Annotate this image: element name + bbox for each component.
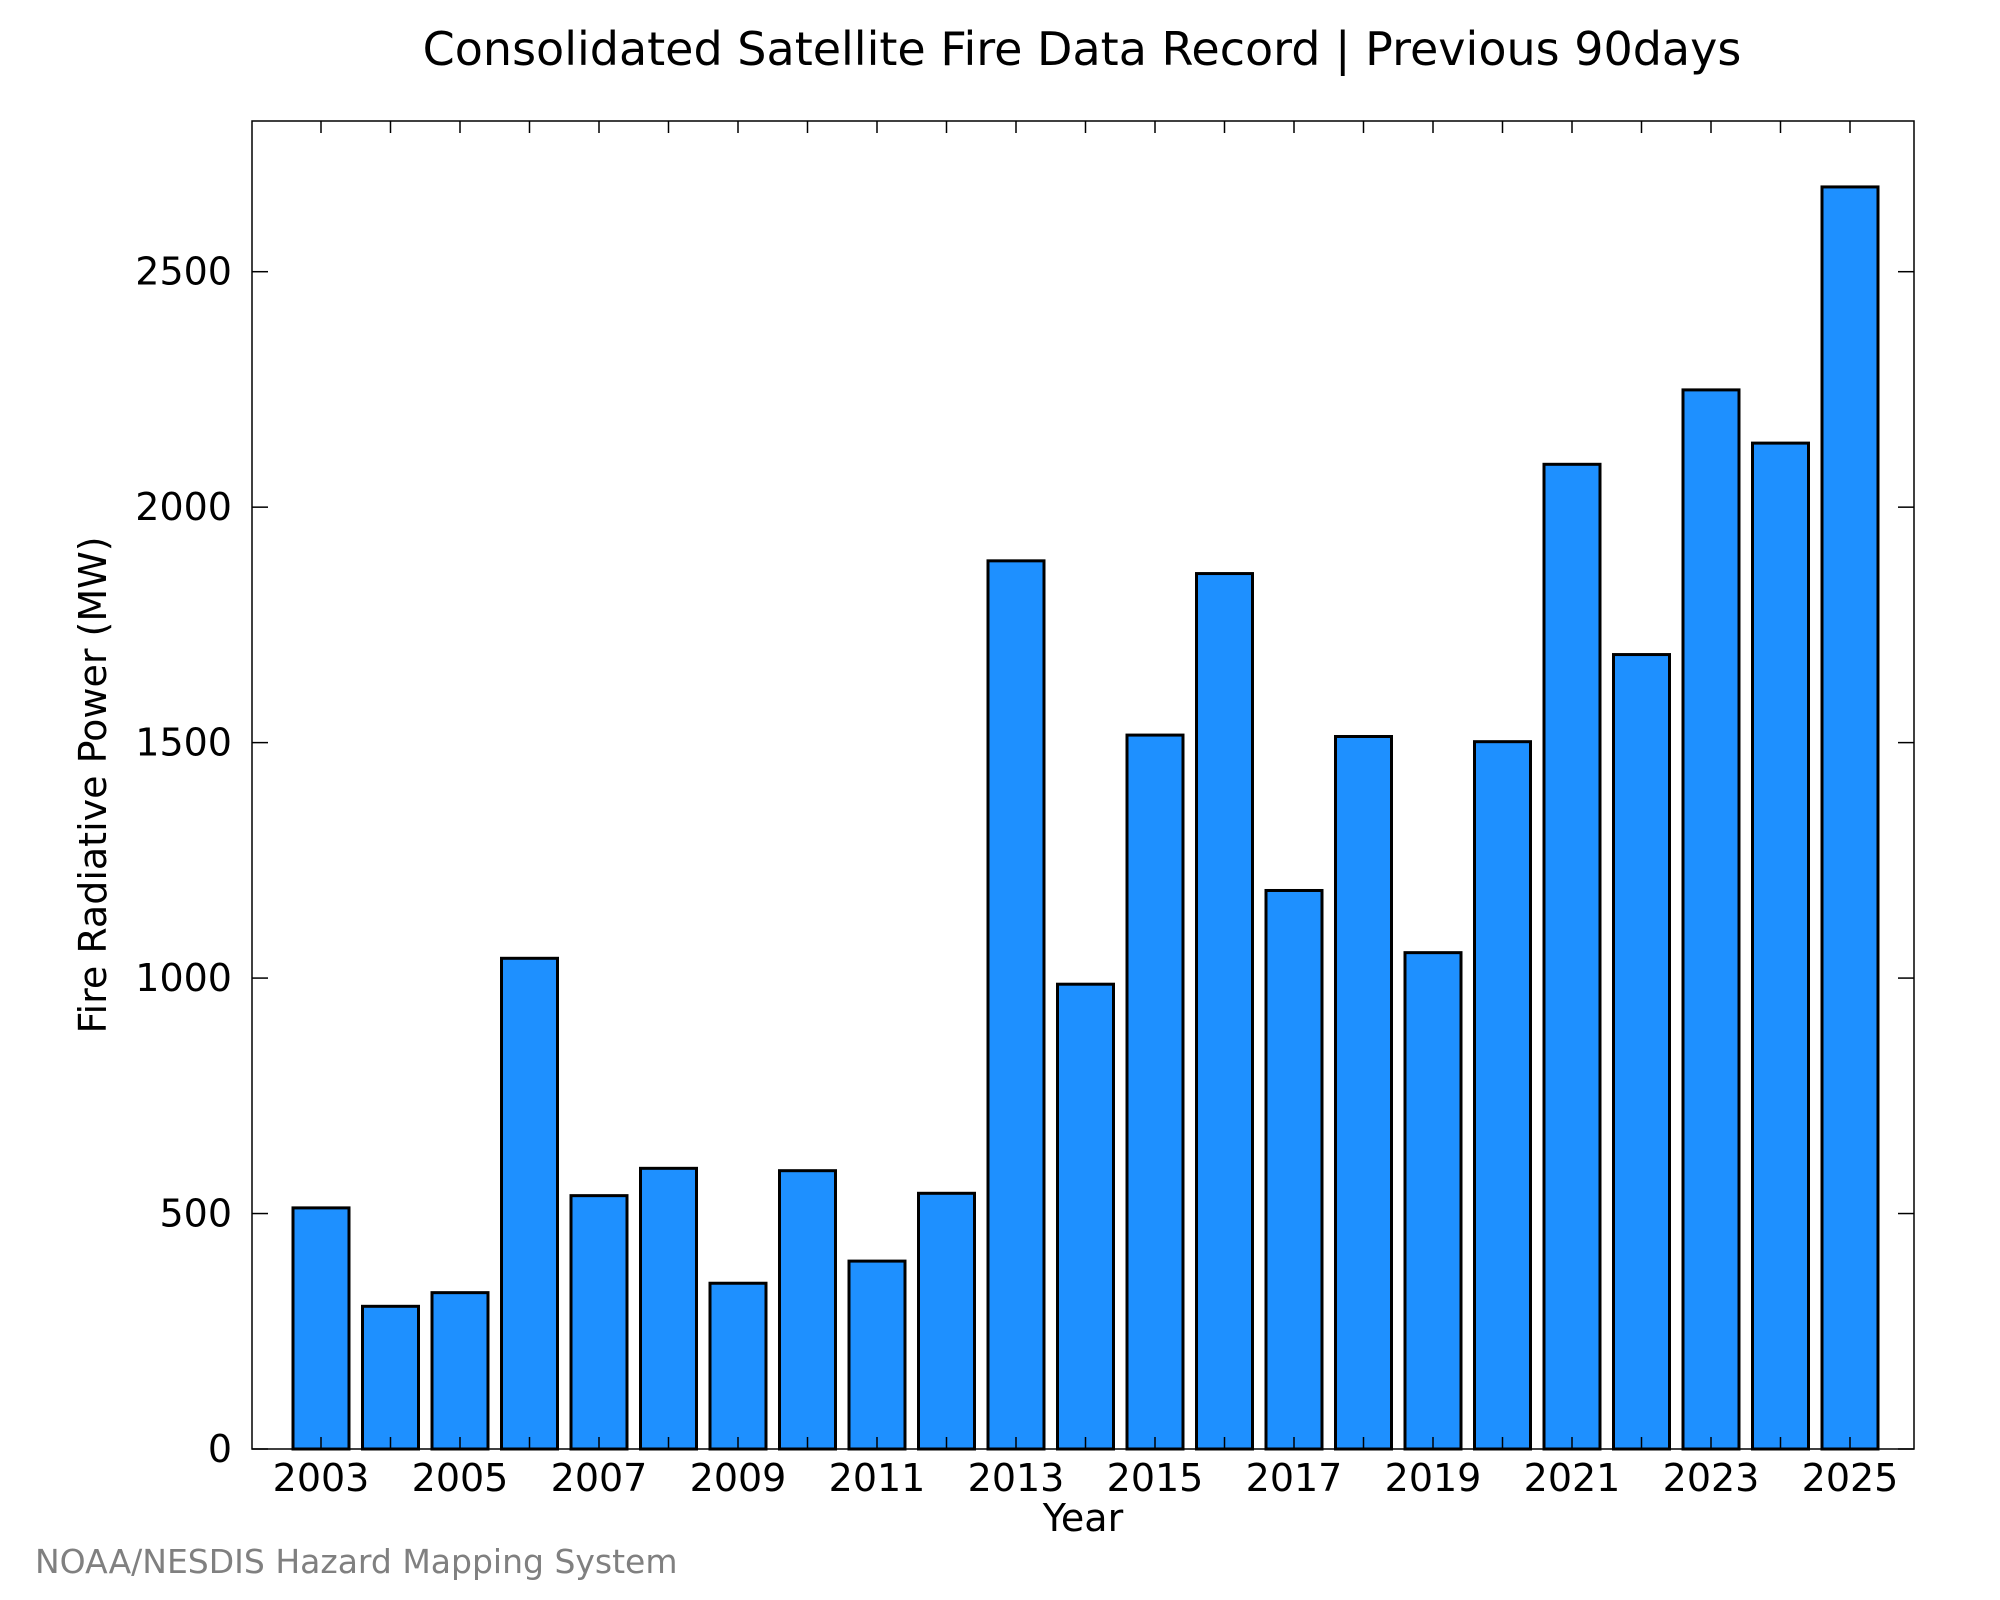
x-tick-label-2005: 2005	[412, 1456, 509, 1500]
bar-2016	[1195, 572, 1254, 1451]
x-tick-label-2021: 2021	[1524, 1456, 1621, 1500]
x-tick-label-2009: 2009	[690, 1456, 787, 1500]
y-tick-label-0: 0	[208, 1427, 232, 1471]
x-axis-label: Year	[1042, 1496, 1124, 1540]
bar-2025	[1820, 185, 1880, 1451]
bar-2021	[1542, 462, 1602, 1451]
x-tick-label-2023: 2023	[1663, 1456, 1760, 1500]
bar-2014	[1056, 982, 1115, 1451]
bar-2008	[639, 1166, 698, 1451]
x-tick-label-2019: 2019	[1385, 1456, 1482, 1500]
x-axis-ticks: 2003 2005 2007 2009 2011 2013 2015 2017 2019 2021…	[273, 121, 1899, 1500]
bar-2010	[778, 1169, 837, 1451]
bar-2019	[1403, 951, 1463, 1451]
bar-2004	[361, 1304, 420, 1451]
x-tick-label-2007: 2007	[551, 1456, 648, 1500]
plot-area: 0 500 1000 1500 2000 2500 2003 2005 2007 2009 201…	[135, 120, 1915, 1500]
y-tick-label-500: 500	[159, 1192, 232, 1236]
y-tick-label-1500: 1500	[135, 721, 232, 765]
y-axis-label: Fire Radiative Power (MW)	[71, 536, 115, 1033]
bar-2024	[1751, 441, 1810, 1451]
x-tick-label-2013: 2013	[968, 1456, 1065, 1500]
bar-2012	[917, 1191, 976, 1451]
bar-2017	[1264, 888, 1324, 1451]
x-tick-label-2015: 2015	[1107, 1456, 1204, 1500]
bar-2003	[291, 1206, 351, 1451]
source-credit: NOAA/NESDIS Hazard Mapping System	[35, 1542, 678, 1581]
bar-2013	[986, 559, 1046, 1451]
x-tick-label-2017: 2017	[1246, 1456, 1343, 1500]
y-axis-ticks: 0 500 1000 1500 2000 2500	[135, 250, 1914, 1471]
bar-2011	[847, 1259, 907, 1451]
bar-2020	[1473, 740, 1532, 1451]
bar-2007	[569, 1194, 629, 1451]
x-tick-label-2003: 2003	[273, 1456, 370, 1500]
bar-2018	[1334, 734, 1393, 1451]
bar-2006	[500, 956, 559, 1451]
bar-2015	[1125, 733, 1185, 1451]
y-tick-label-1000: 1000	[135, 956, 232, 1000]
y-tick-label-2000: 2000	[135, 485, 232, 529]
bar-2005	[430, 1291, 490, 1451]
bar-group	[291, 185, 1880, 1451]
bar-2023	[1681, 388, 1741, 1451]
bar-2022	[1612, 653, 1671, 1451]
chart-title: Consolidated Satellite Fire Data Record …	[423, 22, 1742, 77]
x-tick-label-2011: 2011	[829, 1456, 926, 1500]
y-tick-label-2500: 2500	[135, 250, 232, 294]
bar-2009	[708, 1281, 768, 1451]
x-tick-label-2025: 2025	[1802, 1456, 1899, 1500]
